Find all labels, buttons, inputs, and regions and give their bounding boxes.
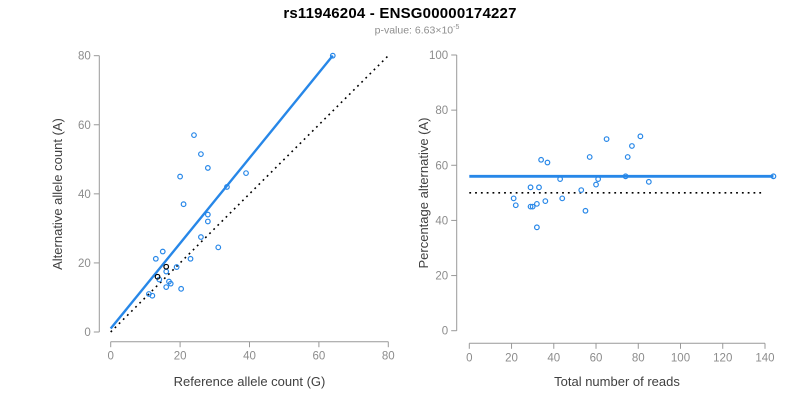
x-tick-label: 0 — [107, 351, 113, 363]
data-point — [198, 151, 204, 158]
x-axis-title: Total number of reads — [554, 374, 680, 389]
y-axis-title: Alternative allele count (A) — [50, 118, 65, 270]
x-tick-label: 80 — [382, 351, 395, 363]
fit-line — [109, 54, 334, 330]
data-point — [557, 176, 564, 182]
data-point — [527, 203, 534, 210]
y-tick-label: 20 — [435, 271, 448, 283]
y-tick-label: 60 — [435, 160, 448, 172]
x-tick-label: 60 — [313, 351, 326, 363]
data-point — [544, 159, 551, 166]
data-point — [622, 173, 629, 180]
x-tick-label: 140 — [755, 352, 774, 364]
x-tick-label: 20 — [505, 352, 518, 364]
data-point — [243, 170, 249, 177]
x-tick-label: 40 — [547, 352, 560, 364]
data-point — [637, 133, 644, 140]
data-point — [187, 255, 194, 262]
data-point — [533, 200, 540, 207]
data-point-black — [154, 273, 161, 280]
data-point — [191, 132, 197, 139]
y-tick-label: 100 — [429, 50, 448, 62]
data-point — [204, 218, 211, 225]
page-title: rs11946204 - ENSG00000174227 — [283, 5, 517, 22]
data-point — [159, 248, 166, 255]
data-point — [578, 187, 585, 193]
data-point — [527, 184, 534, 191]
data-point — [586, 154, 593, 160]
data-point — [163, 284, 170, 290]
data-point — [167, 280, 174, 287]
data-point — [173, 264, 180, 270]
data-point — [645, 178, 652, 185]
x-tick-label: 100 — [671, 352, 690, 364]
pvalue-subtitle: p-value: 6.63×10-5 — [17, 24, 800, 37]
data-point — [595, 176, 602, 182]
pvalue-exponent: -5 — [453, 24, 460, 31]
y-tick-label: 40 — [435, 215, 448, 227]
data-point — [177, 173, 184, 180]
x-tick-label: 40 — [243, 351, 256, 363]
data-point — [510, 195, 517, 202]
data-point — [204, 211, 211, 218]
data-point — [538, 156, 545, 163]
data-point — [149, 292, 156, 299]
data-point — [603, 136, 610, 142]
data-point — [512, 202, 519, 209]
y-tick-label: 60 — [78, 120, 91, 132]
data-point — [529, 203, 536, 210]
data-point — [180, 201, 187, 208]
data-point — [624, 154, 631, 160]
dotted-reference-line — [110, 55, 389, 333]
data-point — [533, 224, 540, 231]
data-point — [629, 143, 635, 149]
data-point — [198, 234, 204, 240]
x-axis-title: Reference allele count (G) — [174, 374, 326, 389]
x-tick-label: 120 — [713, 352, 732, 364]
x-tick-label: 0 — [466, 352, 472, 364]
data-point — [542, 198, 549, 205]
y-tick-label: 0 — [442, 326, 448, 338]
y-tick-label: 80 — [435, 105, 448, 117]
data-point — [559, 195, 566, 202]
data-point — [593, 181, 599, 188]
data-point — [178, 285, 185, 292]
data-point — [536, 184, 542, 191]
y-tick-label: 80 — [78, 51, 91, 63]
y-tick-label: 20 — [78, 258, 91, 270]
data-point — [163, 268, 170, 275]
data-point — [770, 173, 777, 180]
data-point — [204, 165, 211, 171]
data-point — [224, 184, 230, 190]
x-tick-label: 80 — [632, 352, 645, 364]
y-tick-label: 40 — [78, 189, 91, 201]
x-tick-label: 20 — [174, 351, 187, 363]
x-tick-label: 60 — [590, 352, 603, 364]
data-point-black — [163, 263, 170, 270]
pvalue-text: p-value: 6.63×10 — [374, 24, 454, 37]
data-point — [582, 207, 589, 214]
data-point — [329, 52, 336, 59]
y-axis-title: Percentage alternative (A) — [416, 117, 431, 268]
data-point — [152, 255, 159, 262]
data-point — [215, 244, 222, 251]
y-tick-label: 0 — [84, 327, 90, 339]
